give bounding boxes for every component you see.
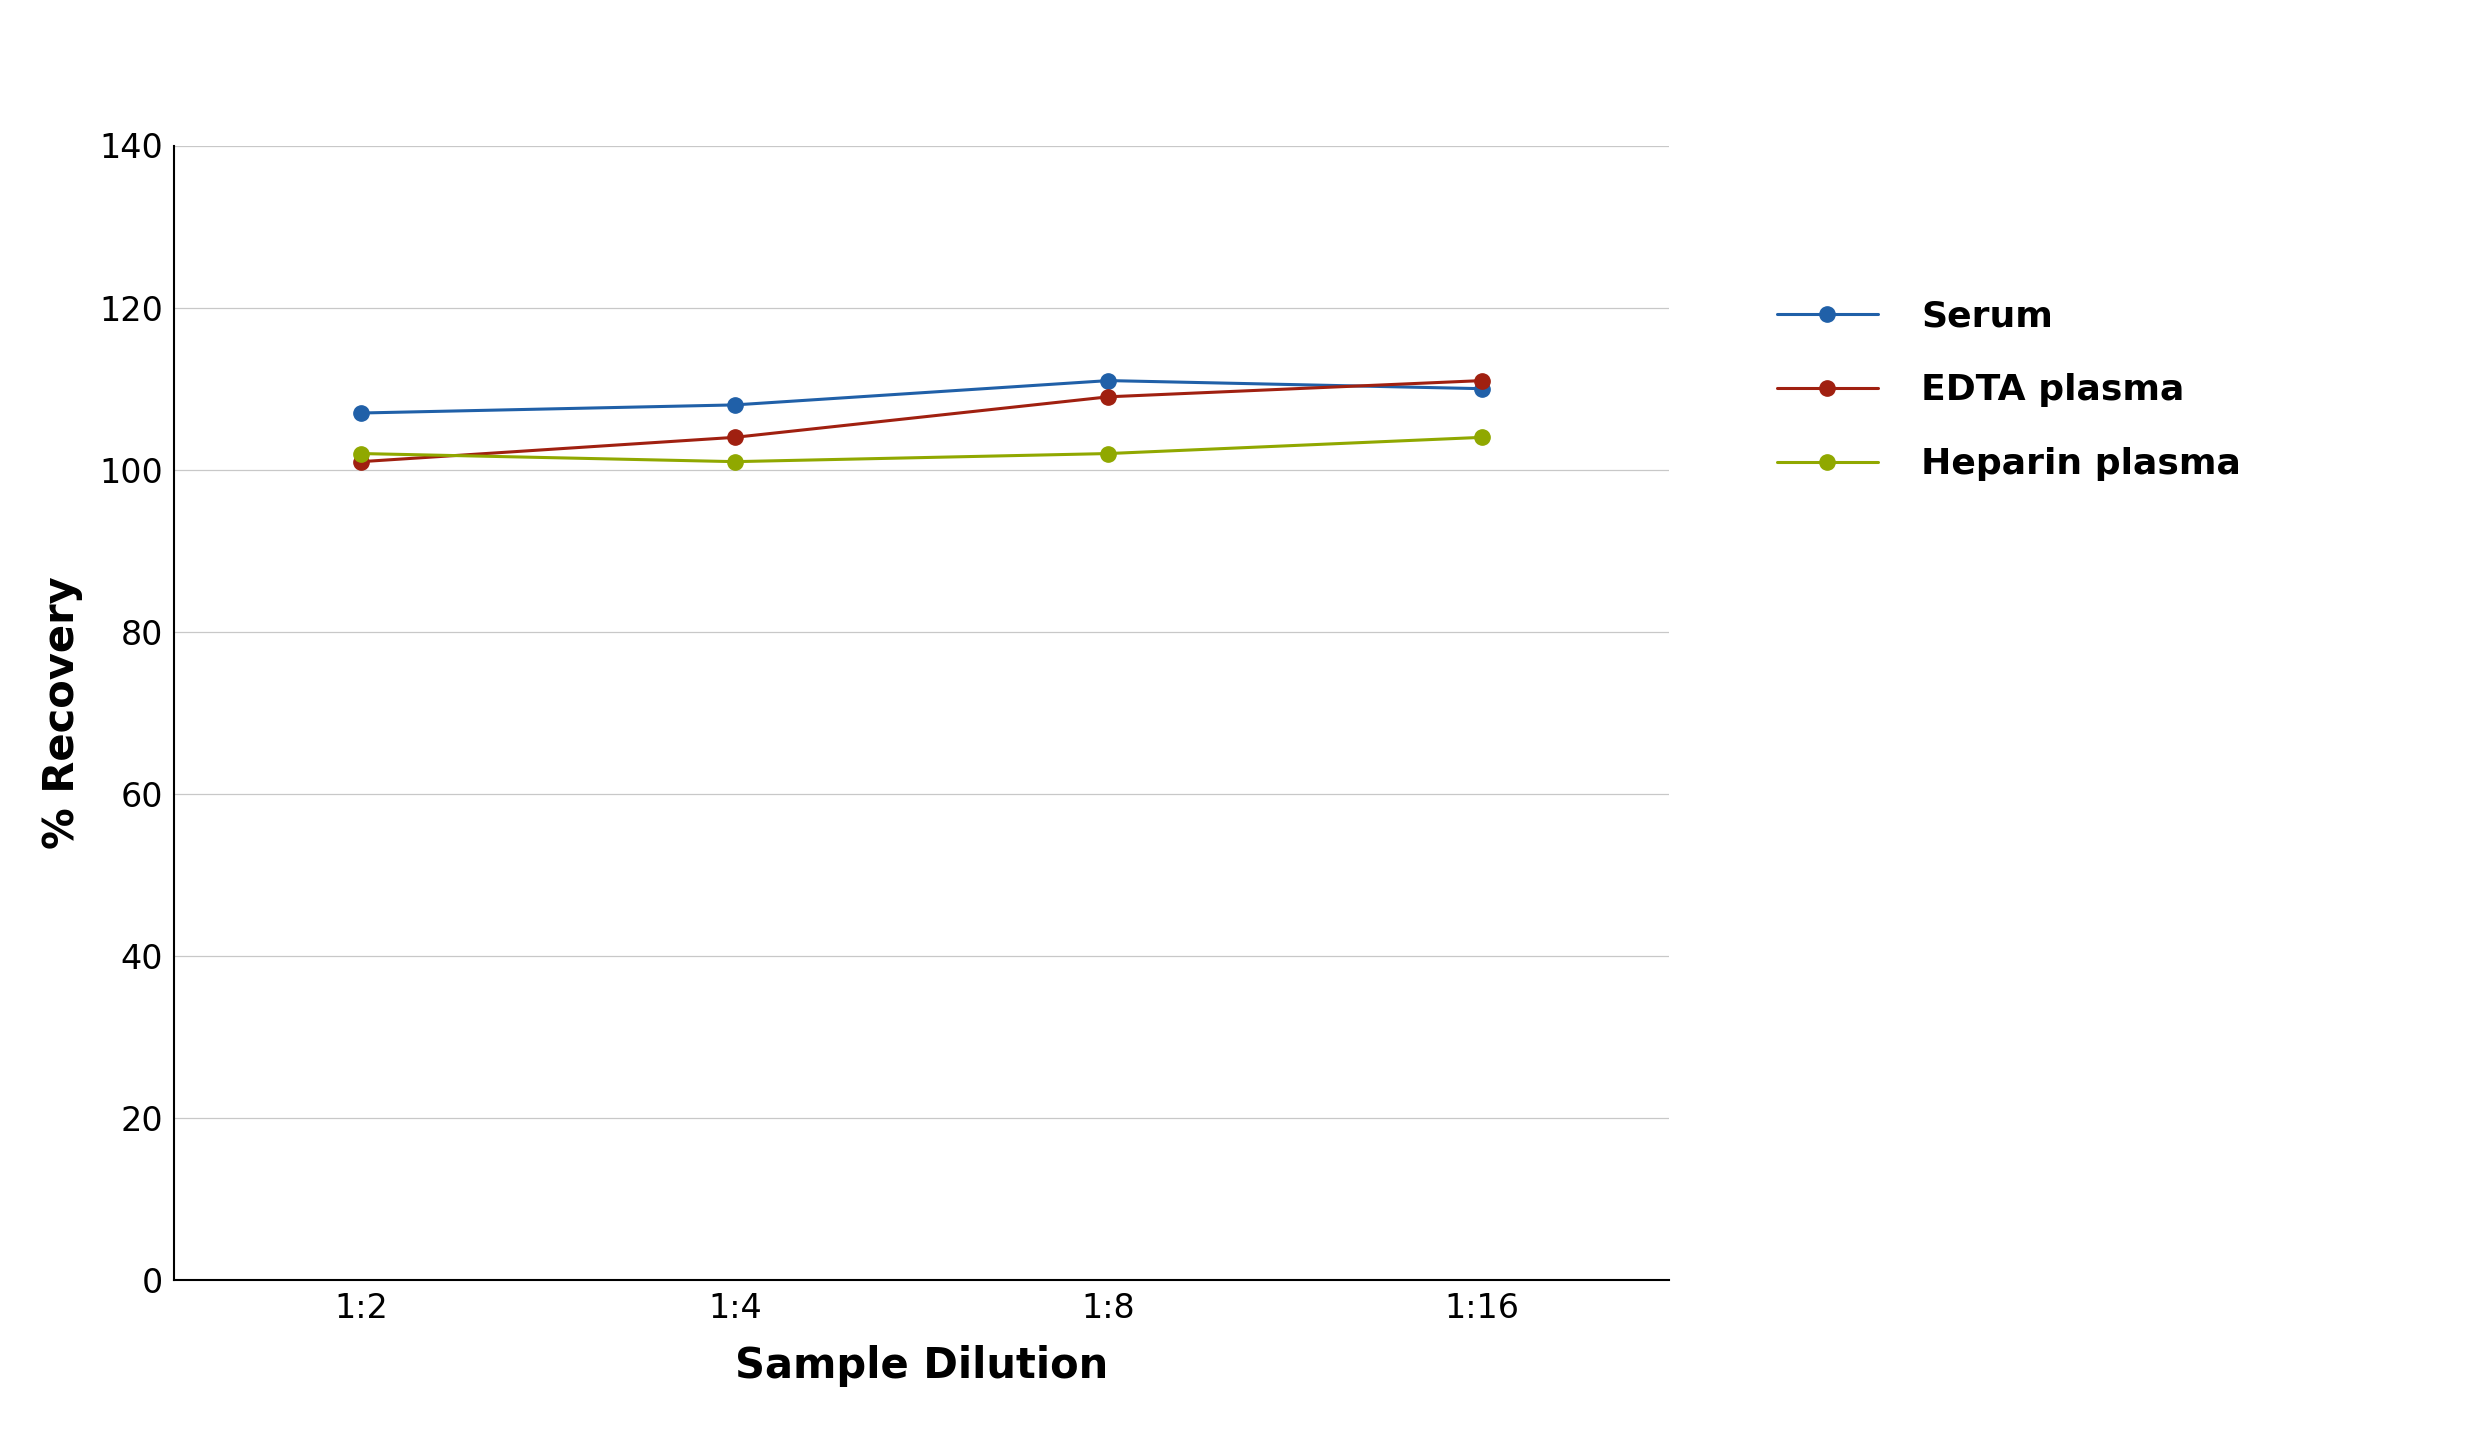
Y-axis label: % Recovery: % Recovery	[40, 576, 82, 850]
Serum	[720, 396, 750, 413]
EDTA plasma	[1094, 388, 1123, 406]
EDTA plasma	[720, 429, 750, 447]
Line: EDTA plasma: EDTA plasma	[354, 372, 1490, 470]
Heparin plasma	[720, 453, 750, 470]
Heparin plasma	[1467, 429, 1497, 447]
Heparin plasma	[1094, 445, 1123, 463]
EDTA plasma	[1467, 372, 1497, 390]
Line: Serum: Serum	[354, 372, 1490, 420]
Serum	[1094, 372, 1123, 390]
Line: Heparin plasma: Heparin plasma	[354, 429, 1490, 470]
Serum	[346, 404, 376, 422]
Heparin plasma	[346, 445, 376, 463]
X-axis label: Sample Dilution: Sample Dilution	[735, 1346, 1108, 1388]
EDTA plasma	[346, 453, 376, 470]
Serum	[1467, 380, 1497, 397]
Legend: Serum, EDTA plasma, Heparin plasma: Serum, EDTA plasma, Heparin plasma	[1776, 300, 2242, 482]
